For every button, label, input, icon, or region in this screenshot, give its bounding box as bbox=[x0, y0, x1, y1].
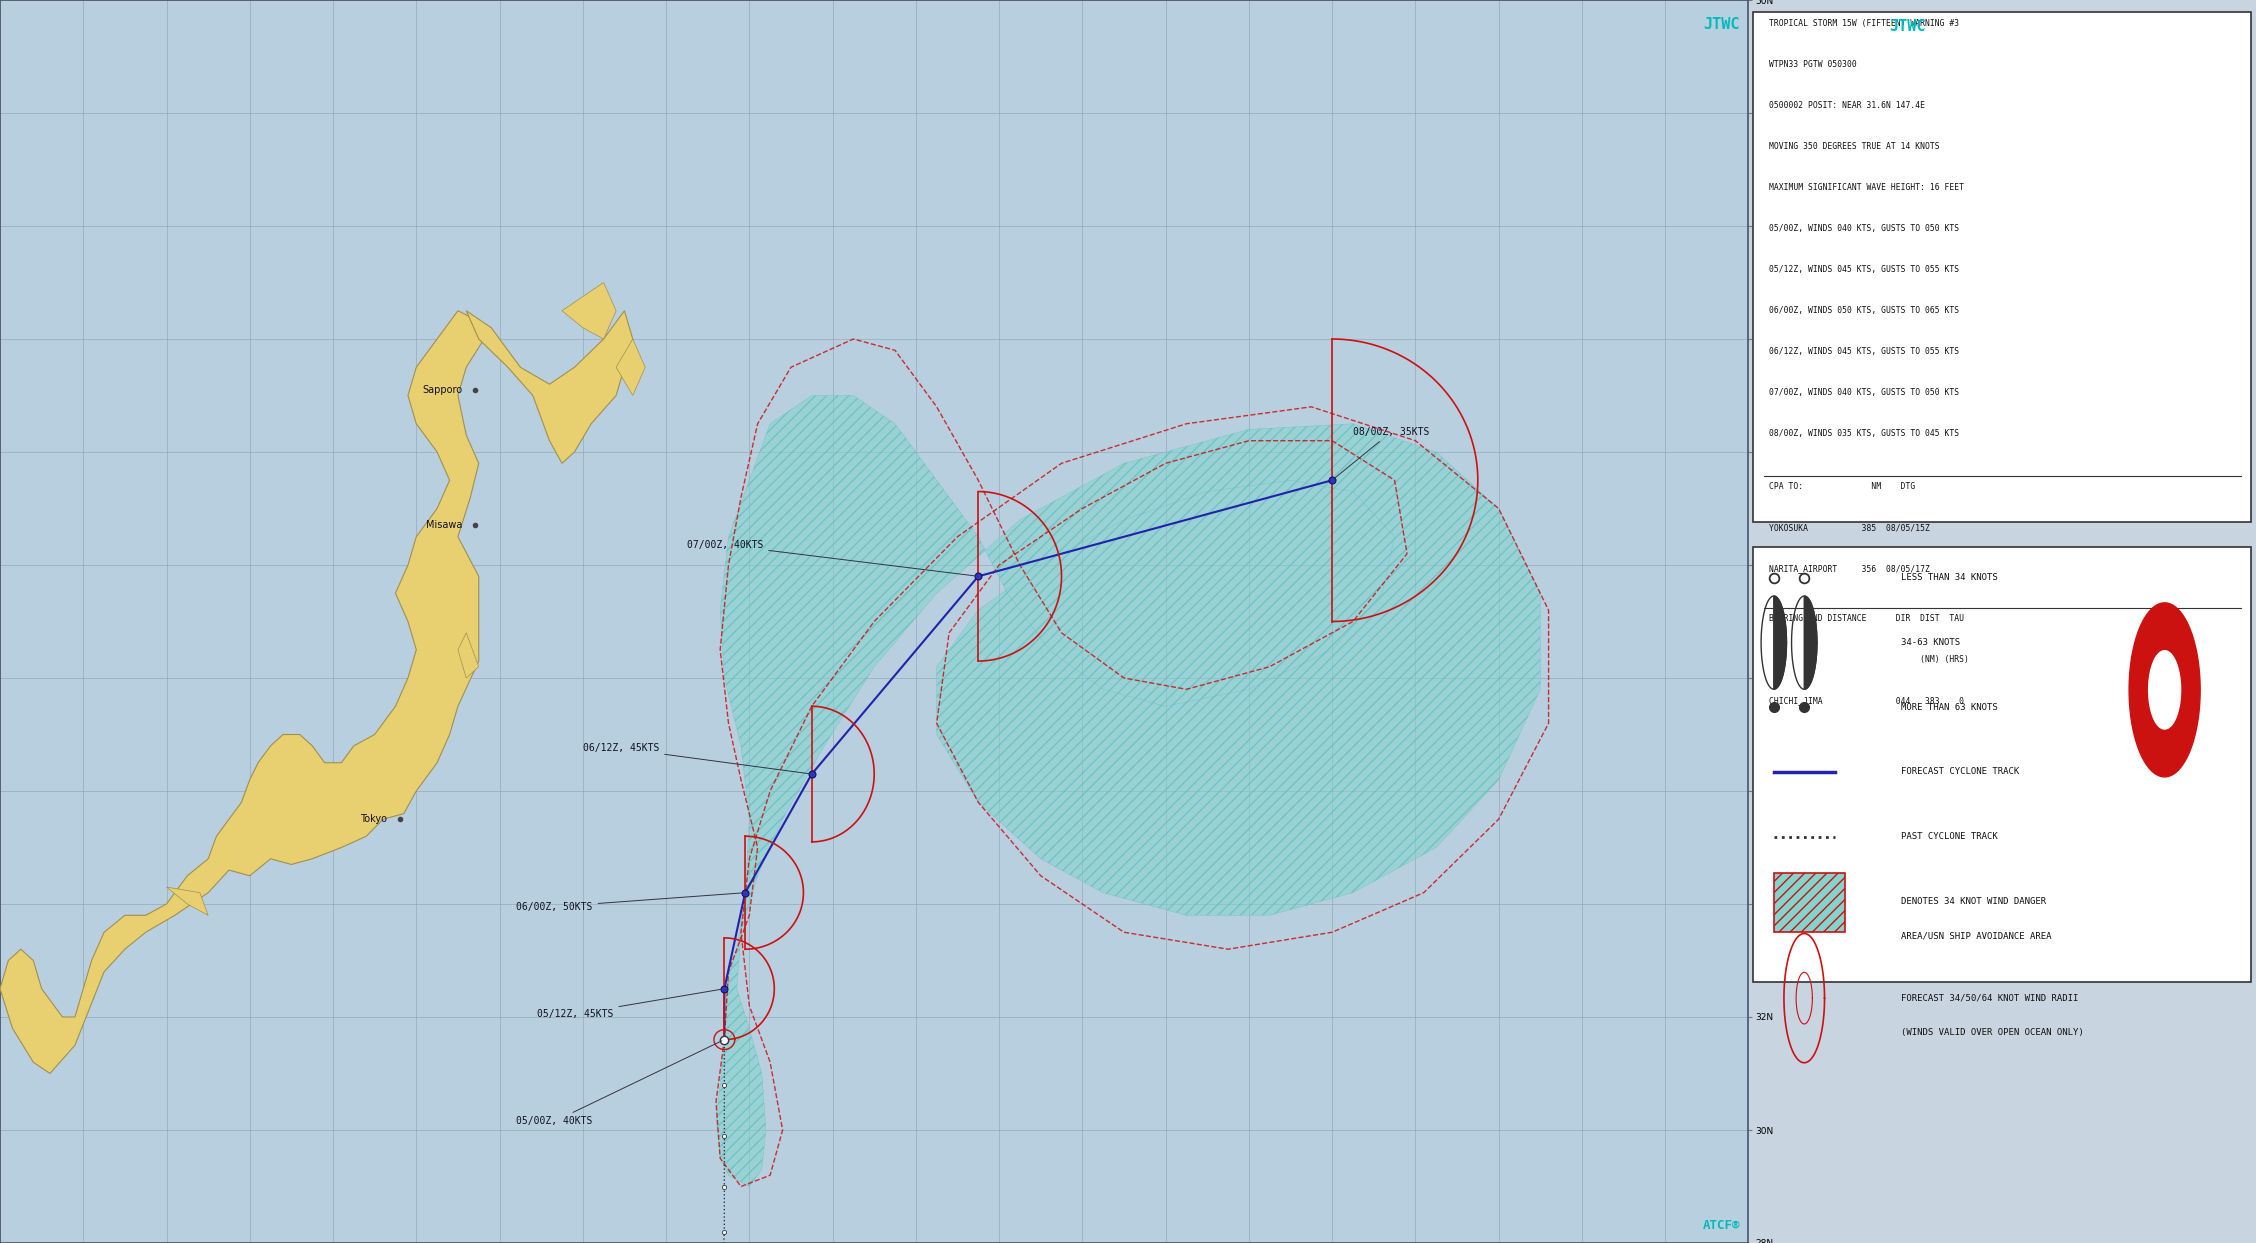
Text: ATCF®: ATCF® bbox=[1703, 1218, 1739, 1232]
Text: MORE THAN 63 KNOTS: MORE THAN 63 KNOTS bbox=[1900, 702, 1997, 712]
Text: 08/00Z, WINDS 035 KTS, GUSTS TO 045 KTS: 08/00Z, WINDS 035 KTS, GUSTS TO 045 KTS bbox=[1769, 429, 1958, 438]
Text: 07/00Z, 40KTS: 07/00Z, 40KTS bbox=[686, 539, 975, 576]
FancyBboxPatch shape bbox=[1773, 873, 1845, 932]
Text: Tokyo: Tokyo bbox=[361, 814, 388, 824]
Text: 07/00Z, WINDS 040 KTS, GUSTS TO 050 KTS: 07/00Z, WINDS 040 KTS, GUSTS TO 050 KTS bbox=[1769, 388, 1958, 397]
Text: WTPN33 PGTW 050300: WTPN33 PGTW 050300 bbox=[1769, 60, 1857, 68]
Polygon shape bbox=[616, 339, 645, 395]
Text: JTWC: JTWC bbox=[1891, 19, 1927, 34]
FancyBboxPatch shape bbox=[1753, 12, 2251, 522]
Text: MOVING 350 DEGREES TRUE AT 14 KNOTS: MOVING 350 DEGREES TRUE AT 14 KNOTS bbox=[1769, 142, 1940, 150]
Text: BEARING AND DISTANCE      DIR  DIST  TAU: BEARING AND DISTANCE DIR DIST TAU bbox=[1769, 614, 1963, 623]
Polygon shape bbox=[1773, 595, 1787, 689]
FancyBboxPatch shape bbox=[1753, 547, 2251, 982]
Polygon shape bbox=[167, 888, 208, 915]
Polygon shape bbox=[562, 282, 616, 339]
Text: 05/12Z, WINDS 045 KTS, GUSTS TO 055 KTS: 05/12Z, WINDS 045 KTS, GUSTS TO 055 KTS bbox=[1769, 265, 1958, 273]
Text: YOKOSUKA           385  08/05/15Z: YOKOSUKA 385 08/05/15Z bbox=[1769, 523, 1929, 532]
Text: (NM) (HRS): (NM) (HRS) bbox=[1769, 655, 1969, 664]
Polygon shape bbox=[715, 395, 1541, 1187]
Text: TROPICAL STORM 15W (FIFTEEN) WARNING #3: TROPICAL STORM 15W (FIFTEEN) WARNING #3 bbox=[1769, 19, 1958, 27]
Text: 05/00Z, 40KTS: 05/00Z, 40KTS bbox=[517, 1040, 722, 1126]
Text: 06/12Z, WINDS 045 KTS, GUSTS TO 055 KTS: 06/12Z, WINDS 045 KTS, GUSTS TO 055 KTS bbox=[1769, 347, 1958, 355]
Polygon shape bbox=[0, 311, 492, 1074]
Text: 06/00Z, 50KTS: 06/00Z, 50KTS bbox=[517, 892, 742, 911]
Text: 34-63 KNOTS: 34-63 KNOTS bbox=[1900, 638, 1960, 648]
Text: LESS THAN 34 KNOTS: LESS THAN 34 KNOTS bbox=[1900, 573, 1997, 583]
Text: 05/12Z, 45KTS: 05/12Z, 45KTS bbox=[537, 989, 722, 1019]
Polygon shape bbox=[458, 633, 478, 677]
Text: NARITA_AIRPORT     356  08/05/17Z: NARITA_AIRPORT 356 08/05/17Z bbox=[1769, 564, 1929, 573]
Polygon shape bbox=[2130, 603, 2200, 777]
Text: Misawa: Misawa bbox=[426, 521, 462, 531]
Text: Sapporo: Sapporo bbox=[422, 385, 462, 395]
Text: FORECAST 34/50/64 KNOT WIND RADII: FORECAST 34/50/64 KNOT WIND RADII bbox=[1900, 993, 2078, 1003]
Text: 0500002 POSIT: NEAR 31.6N 147.4E: 0500002 POSIT: NEAR 31.6N 147.4E bbox=[1769, 101, 1924, 109]
Text: JTWC: JTWC bbox=[1703, 17, 1739, 32]
Polygon shape bbox=[467, 311, 632, 464]
Text: 05/00Z, WINDS 040 KTS, GUSTS TO 050 KTS: 05/00Z, WINDS 040 KTS, GUSTS TO 050 KTS bbox=[1769, 224, 1958, 232]
Text: FORECAST CYCLONE TRACK: FORECAST CYCLONE TRACK bbox=[1900, 767, 2019, 777]
Polygon shape bbox=[1805, 595, 1816, 689]
Text: MAXIMUM SIGNIFICANT WAVE HEIGHT: 16 FEET: MAXIMUM SIGNIFICANT WAVE HEIGHT: 16 FEET bbox=[1769, 183, 1963, 191]
Text: CHICHI_JIMA               044   383    0: CHICHI_JIMA 044 383 0 bbox=[1769, 696, 1963, 705]
Polygon shape bbox=[2148, 651, 2182, 728]
Text: DENOTES 34 KNOT WIND DANGER: DENOTES 34 KNOT WIND DANGER bbox=[1900, 896, 2046, 906]
Text: AREA/USN SHIP AVOIDANCE AREA: AREA/USN SHIP AVOIDANCE AREA bbox=[1900, 931, 2051, 941]
Text: PAST CYCLONE TRACK: PAST CYCLONE TRACK bbox=[1900, 832, 1997, 842]
Text: 08/00Z, 35KTS: 08/00Z, 35KTS bbox=[1333, 428, 1430, 479]
Text: (WINDS VALID OVER OPEN OCEAN ONLY): (WINDS VALID OVER OPEN OCEAN ONLY) bbox=[1900, 1028, 2085, 1038]
Text: CPA TO:              NM    DTG: CPA TO: NM DTG bbox=[1769, 482, 1915, 491]
Text: 06/00Z, WINDS 050 KTS, GUSTS TO 065 KTS: 06/00Z, WINDS 050 KTS, GUSTS TO 065 KTS bbox=[1769, 306, 1958, 314]
Text: 06/12Z, 45KTS: 06/12Z, 45KTS bbox=[582, 743, 810, 773]
